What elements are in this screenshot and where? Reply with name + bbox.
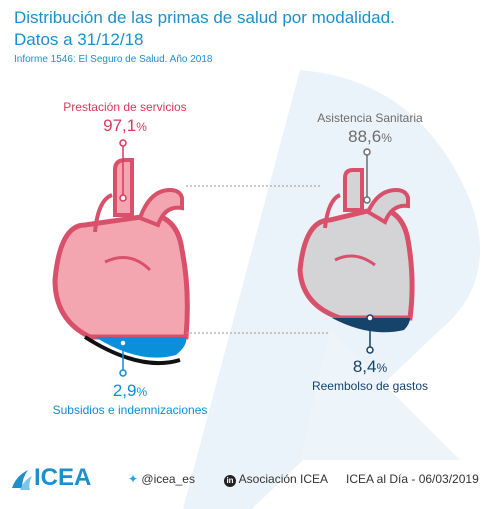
footer-date: ICEA al Día - 06/03/2019 bbox=[346, 472, 479, 486]
icea-logo-icon bbox=[12, 470, 32, 490]
heart-right-body bbox=[297, 205, 415, 321]
footer: ICEA ✦ @icea_es in Asociación ICEA ICEA … bbox=[0, 460, 502, 498]
label-prestacion: Prestación de servicios 97,1% bbox=[40, 100, 210, 138]
heart-left-detail bbox=[104, 256, 152, 272]
label-reembolso: 8,4% Reembolso de gastos bbox=[295, 356, 445, 394]
label-subsidios-name: Subsidios e indemnizaciones bbox=[52, 403, 208, 417]
label-subsidios-value: 2,9% bbox=[112, 381, 148, 400]
label-subsidios: 2,9% Subsidios e indemnizaciones bbox=[30, 380, 230, 418]
heart-left-bottom-edge bbox=[83, 335, 181, 366]
heart-right-artery bbox=[365, 187, 410, 225]
chart-title: Distribución de las primas de salud por … bbox=[14, 7, 494, 51]
linkedin-icon: in bbox=[224, 475, 236, 487]
heart-right-aorta bbox=[343, 168, 364, 212]
heart-left-subsidios-slice bbox=[95, 337, 187, 358]
title-line-1: Distribución de las primas de salud por … bbox=[14, 8, 395, 27]
heart-left-body bbox=[52, 212, 190, 340]
linkedin-link[interactable]: in Asociación ICEA bbox=[224, 472, 328, 487]
label-asistencia-value: 88,6% bbox=[348, 127, 392, 146]
heart-right-vessel bbox=[323, 193, 341, 229]
heart-left bbox=[52, 158, 190, 366]
label-prestacion-name: Prestación de servicios bbox=[63, 100, 187, 114]
label-asistencia-name: Asistencia Sanitaria bbox=[317, 111, 423, 125]
heart-right-reembolso-slice bbox=[332, 318, 410, 333]
twitter-icon: ✦ bbox=[128, 472, 139, 486]
title-line-2: Datos a 31/12/18 bbox=[14, 30, 144, 49]
heart-left-artery bbox=[137, 187, 184, 228]
linkedin-name: Asociación ICEA bbox=[238, 472, 329, 486]
twitter-handle: @icea_es bbox=[141, 472, 195, 486]
label-prestacion-value: 97,1% bbox=[103, 116, 147, 135]
chart-subtitle: Informe 1546: El Seguro de Salud. Año 20… bbox=[14, 54, 213, 65]
label-reembolso-name: Reembolso de gastos bbox=[311, 379, 429, 393]
twitter-link[interactable]: ✦ @icea_es bbox=[128, 472, 195, 486]
heart-left-vessel bbox=[93, 193, 113, 233]
heart-right bbox=[297, 168, 415, 333]
icea-logo-text: ICEA bbox=[34, 464, 92, 491]
label-asistencia: Asistencia Sanitaria 88,6% bbox=[295, 111, 445, 149]
label-reembolso-value: 8,4% bbox=[352, 357, 388, 376]
heart-right-detail bbox=[334, 254, 376, 267]
